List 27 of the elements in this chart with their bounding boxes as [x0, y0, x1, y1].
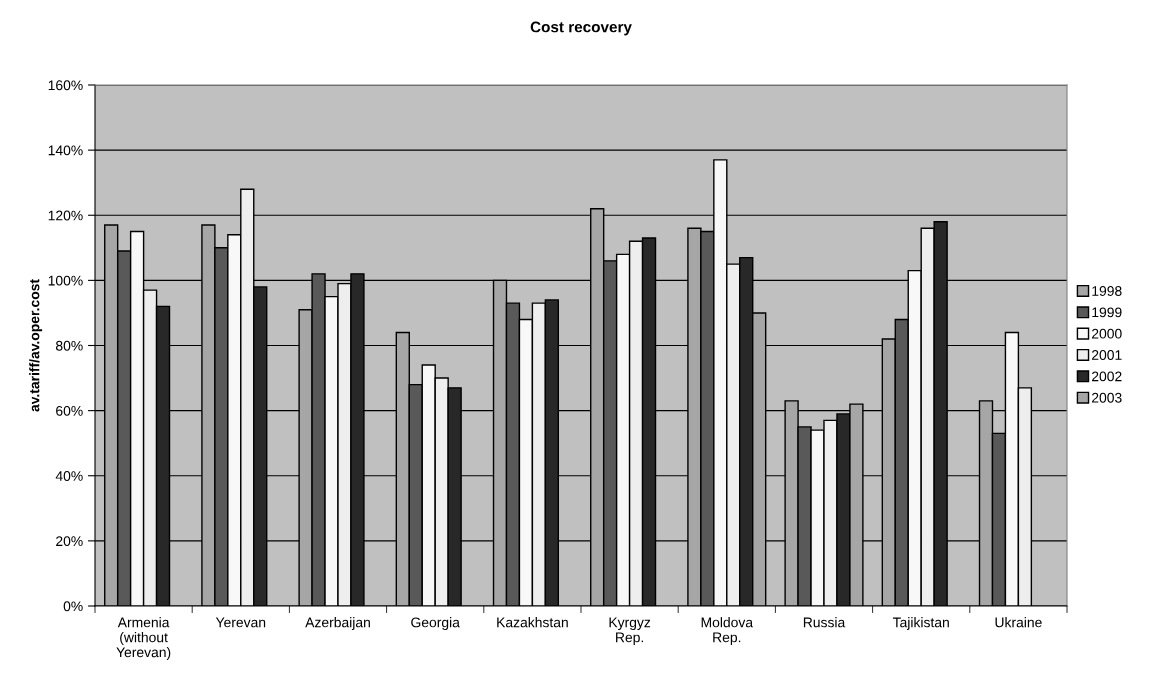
x-tick-label: Kazakhstan	[497, 617, 568, 628]
x-tick-label: Kyrgyz Rep.	[609, 617, 651, 646]
x-tick-label: Armenia (without Yerevan)	[116, 617, 171, 660]
x-tick-label: Tajikistan	[892, 617, 949, 631]
y-tick-label: 0%	[63, 601, 83, 612]
y-tick-label: 20%	[56, 536, 83, 547]
y-tick-label: 160%	[48, 80, 83, 91]
x-tick-label: Georgia	[411, 617, 460, 631]
x-tick-label: Ukraine	[995, 617, 1042, 628]
y-tick-label: 120%	[48, 210, 83, 221]
x-tick-label: Azerbaijan	[305, 617, 370, 631]
legend-label: 1998	[1092, 286, 1122, 296]
legend-label: 1999	[1092, 307, 1122, 318]
y-axis-title: av.tariff/av.oper.cost	[29, 279, 43, 412]
y-tick-label: 40%	[55, 471, 83, 481]
legend-label: 2002	[1092, 371, 1122, 382]
y-tick-label: 140%	[48, 145, 83, 156]
legend-label: 2003	[1092, 392, 1122, 403]
legend-label: 2000	[1092, 328, 1122, 339]
y-tick-label: 80%	[56, 340, 83, 351]
chart-title: Cost recovery	[530, 21, 632, 36]
x-tick-label: Moldova Rep.	[701, 617, 754, 646]
x-tick-label: Russia	[803, 617, 846, 628]
y-tick-label: 100%	[48, 275, 83, 286]
legend-label: 2001	[1092, 350, 1122, 360]
x-tick-label: Yerevan	[215, 617, 266, 628]
y-tick-label: 60%	[56, 405, 83, 416]
